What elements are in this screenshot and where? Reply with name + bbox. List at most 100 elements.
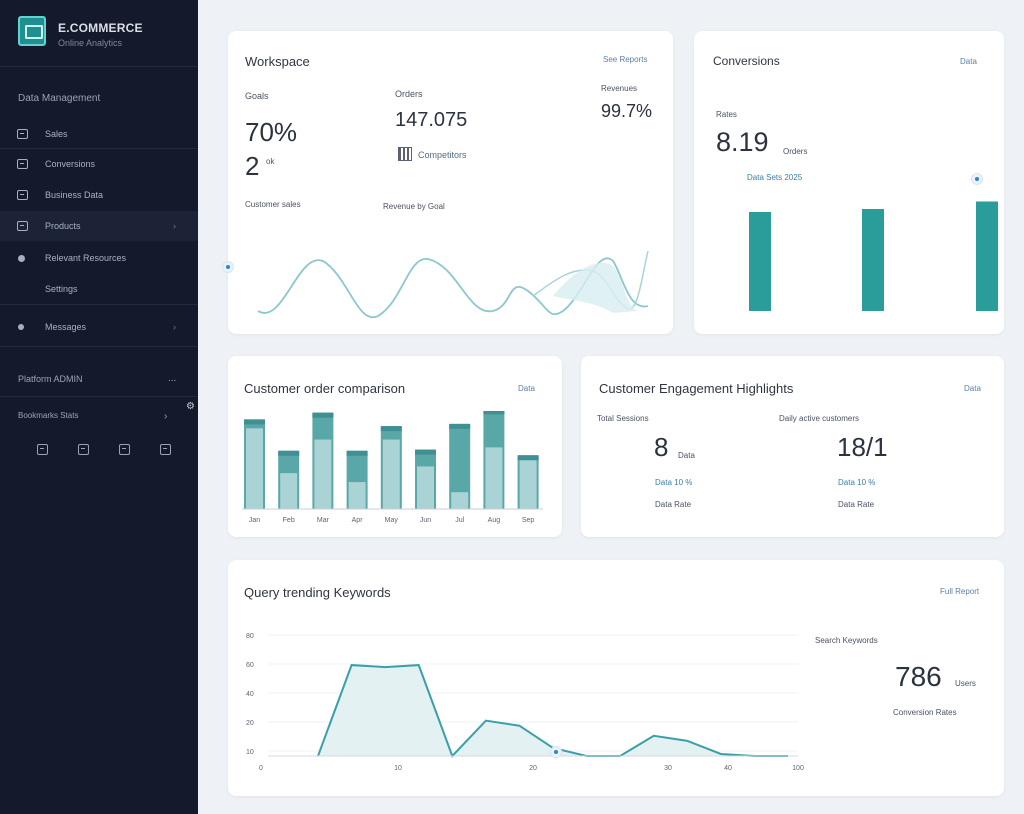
card-title: Customer order comparison bbox=[244, 381, 406, 396]
brand-subtitle: Online Analytics bbox=[58, 38, 123, 48]
order-x-tick: Aug bbox=[488, 517, 501, 524]
sidebar-item-label: Settings bbox=[45, 284, 78, 294]
metric-value: 18/1 bbox=[837, 432, 888, 462]
trend-x-tick: 0 bbox=[259, 765, 263, 772]
sidebar-item-conversions[interactable]: Conversions bbox=[0, 149, 198, 179]
sidebar-item-business-data[interactable]: Business Data bbox=[0, 180, 198, 210]
data-link[interactable]: Data bbox=[964, 384, 981, 393]
sidebar-divider bbox=[0, 346, 198, 347]
order-bar-secondary bbox=[485, 447, 503, 509]
order-bar-cap bbox=[517, 455, 539, 461]
sidebar: E.COMMERCE Online Analytics Data Managem… bbox=[0, 0, 198, 814]
card-title: Conversions bbox=[713, 54, 780, 68]
stat-unit: Orders bbox=[783, 147, 808, 156]
brand[interactable]: E.COMMERCE Online Analytics bbox=[18, 16, 188, 56]
data-link[interactable]: Data bbox=[518, 384, 535, 393]
order-x-tick: Apr bbox=[352, 517, 364, 524]
trending-card: Query trending Keywords Full Report 80 60… bbox=[228, 560, 1004, 796]
order-bar-secondary bbox=[519, 455, 537, 509]
conversions-bar-chart bbox=[749, 201, 998, 311]
sidebar-item-messages[interactable]: Messages › bbox=[0, 312, 198, 342]
order-bar-secondary bbox=[246, 428, 263, 509]
order-x-tick: Jan bbox=[249, 517, 260, 524]
order-bar-cap bbox=[380, 426, 402, 432]
summary-value: 786 bbox=[895, 661, 942, 692]
chevron-right-icon[interactable]: › bbox=[164, 411, 168, 422]
wave-fill bbox=[553, 262, 638, 313]
lock-icon[interactable] bbox=[160, 444, 171, 455]
trend-x-tick: 100 bbox=[792, 765, 804, 772]
sidebar-divider bbox=[0, 304, 198, 305]
sidebar-item-label: Messages bbox=[45, 322, 87, 332]
metric-sub: Data Rate bbox=[655, 500, 692, 509]
metric-label: Daily active customers bbox=[779, 414, 860, 423]
briefcase-icon[interactable] bbox=[78, 444, 89, 455]
box-icon bbox=[17, 221, 28, 231]
order-bar-secondary bbox=[280, 473, 298, 509]
trend-x-tick: 30 bbox=[664, 765, 672, 772]
chart-footer-label: Customer sales bbox=[245, 200, 301, 209]
calendar-icon[interactable] bbox=[37, 444, 48, 455]
resize-handle-icon[interactable] bbox=[222, 261, 234, 273]
sidebar-item-products[interactable]: Products › bbox=[0, 211, 198, 241]
order-x-tick: Feb bbox=[283, 517, 295, 524]
order-x-tick: Sep bbox=[522, 517, 535, 524]
data-link[interactable]: Data bbox=[960, 57, 977, 66]
stat-value: 2 bbox=[245, 151, 260, 181]
stat-value: 147.075 bbox=[395, 109, 468, 131]
see-reports-link[interactable]: See Reports bbox=[603, 55, 648, 64]
trend-x-tick: 10 bbox=[394, 765, 402, 772]
link-icon bbox=[18, 254, 25, 262]
order-bar-secondary bbox=[417, 466, 434, 509]
metric-change: Data 10 % bbox=[838, 478, 876, 487]
sidebar-item-sales[interactable]: Sales bbox=[0, 119, 198, 149]
sidebar-item-resources[interactable]: Relevant Resources bbox=[0, 243, 198, 273]
order-bar-secondary bbox=[451, 492, 469, 509]
card-title: Query trending Keywords bbox=[244, 585, 391, 600]
order-bar-cap bbox=[415, 449, 436, 455]
order-bar-chart: Jan Feb Mar Apr May Jun Jul Aug Sep bbox=[242, 411, 543, 524]
sidebar-item-label: Products bbox=[45, 221, 81, 231]
sidebar-item-label: Sales bbox=[45, 129, 68, 139]
stat-value: 99.7% bbox=[601, 101, 653, 121]
stat-label: Rates bbox=[716, 110, 737, 119]
brand-title: E.COMMERCE bbox=[58, 21, 143, 35]
order-bar-cap bbox=[449, 423, 471, 429]
sidebar-divider bbox=[0, 396, 198, 397]
inbox-icon[interactable] bbox=[119, 444, 130, 455]
metric-label: Total Sessions bbox=[597, 414, 649, 423]
trend-y-tick: 80 bbox=[246, 633, 254, 640]
conversion-bar bbox=[862, 209, 884, 311]
summary-unit: Users bbox=[955, 679, 976, 688]
trend-x-tick: 40 bbox=[724, 765, 732, 772]
order-bar-cap bbox=[483, 411, 505, 415]
order-bar-cap bbox=[346, 450, 368, 456]
sidebar-item-settings[interactable]: Settings bbox=[0, 274, 198, 304]
summary-sub: Conversion Rates bbox=[893, 708, 957, 717]
workspace-card: Workspace See Reports Goals 70% 2 ok Ord… bbox=[222, 31, 673, 334]
conversion-bar bbox=[976, 201, 998, 311]
trend-x-tick: 20 bbox=[529, 765, 537, 772]
sidebar-footer-sublabel: Bookmarks Stats bbox=[18, 411, 79, 420]
trend-area bbox=[318, 665, 788, 756]
metric-change: Data 10 % bbox=[655, 478, 693, 487]
info-icon[interactable] bbox=[971, 173, 983, 185]
sidebar-item-label: Business Data bbox=[45, 190, 104, 200]
order-bar-secondary bbox=[314, 439, 332, 509]
workspace-wave-chart bbox=[257, 250, 649, 319]
metric-unit: Data bbox=[678, 451, 695, 460]
order-bar-cap bbox=[312, 412, 334, 418]
order-x-tick: May bbox=[385, 517, 399, 524]
sidebar-divider bbox=[0, 66, 198, 67]
conversion-bar bbox=[749, 212, 771, 311]
stat-unit: ok bbox=[266, 157, 275, 166]
more-icon[interactable]: ... bbox=[168, 373, 177, 384]
card-title: Workspace bbox=[245, 54, 310, 69]
gear-icon[interactable]: ⚙ bbox=[186, 401, 195, 412]
full-report-link[interactable]: Full Report bbox=[940, 587, 980, 596]
chart-marker-icon[interactable] bbox=[550, 746, 562, 758]
order-comparison-card: Customer order comparison Data Jan Feb Mar… bbox=[228, 356, 562, 537]
order-bar-secondary bbox=[348, 482, 366, 509]
trend-y-tick: 20 bbox=[246, 720, 254, 727]
